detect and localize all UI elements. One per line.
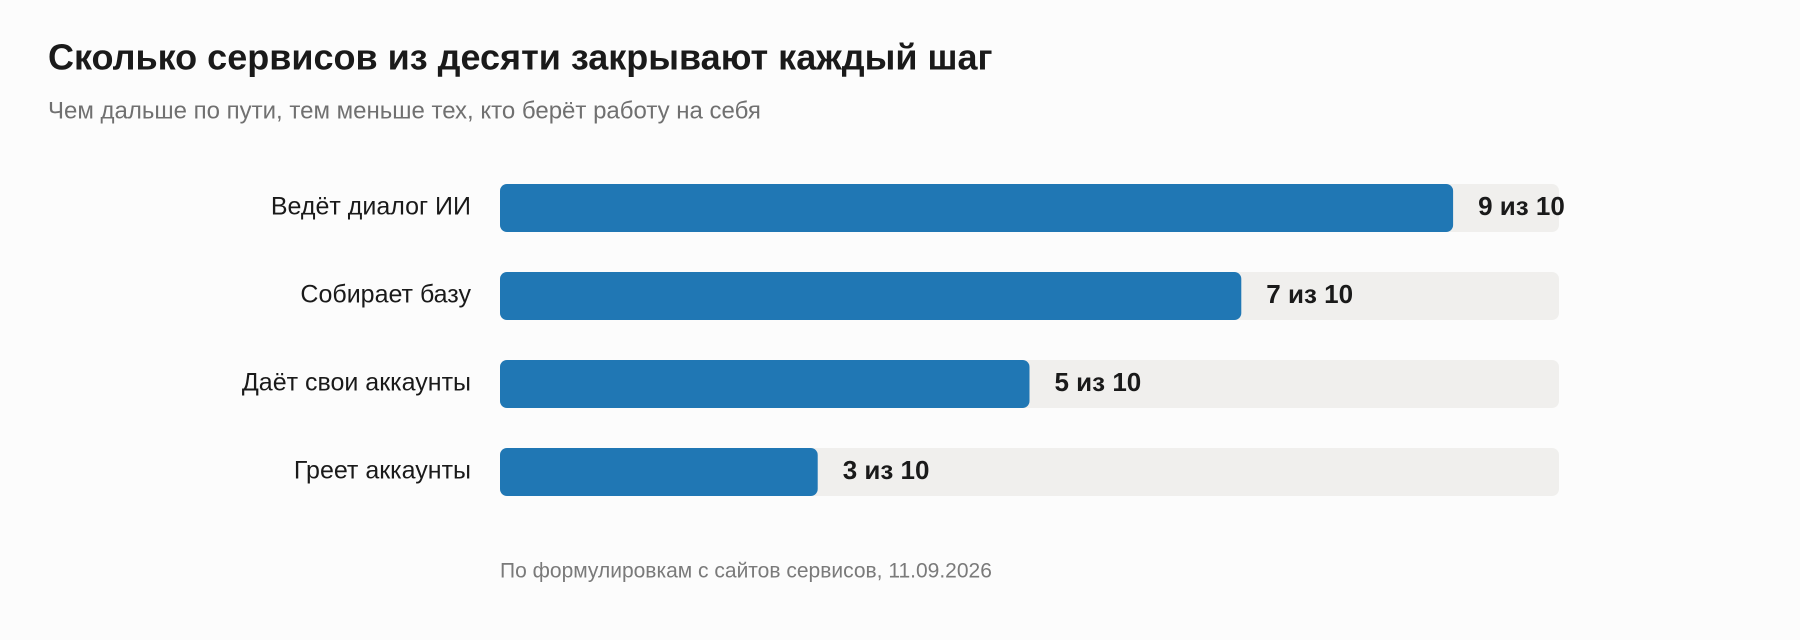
value-label: 7 из 10 [1266, 279, 1353, 309]
bar [500, 448, 818, 496]
chart-subtitle: Чем дальше по пути, тем меньше тех, кто … [48, 97, 761, 124]
value-label: 5 из 10 [1055, 367, 1142, 397]
category-label: Даёт свои аккаунты [242, 369, 471, 397]
bar [500, 272, 1242, 320]
bar [500, 360, 1030, 408]
category-label: Греет аккаунты [294, 457, 471, 485]
value-label: 9 из 10 [1478, 191, 1565, 221]
footnote: По формулировкам с сайтов сервисов, 11.0… [500, 560, 992, 583]
value-label: 3 из 10 [843, 455, 930, 485]
bar [500, 184, 1454, 232]
category-label: Собирает базу [300, 281, 471, 309]
category-label: Ведёт диалог ИИ [271, 193, 471, 221]
chart-title: Сколько сервисов из десяти закрывают каж… [48, 37, 993, 78]
